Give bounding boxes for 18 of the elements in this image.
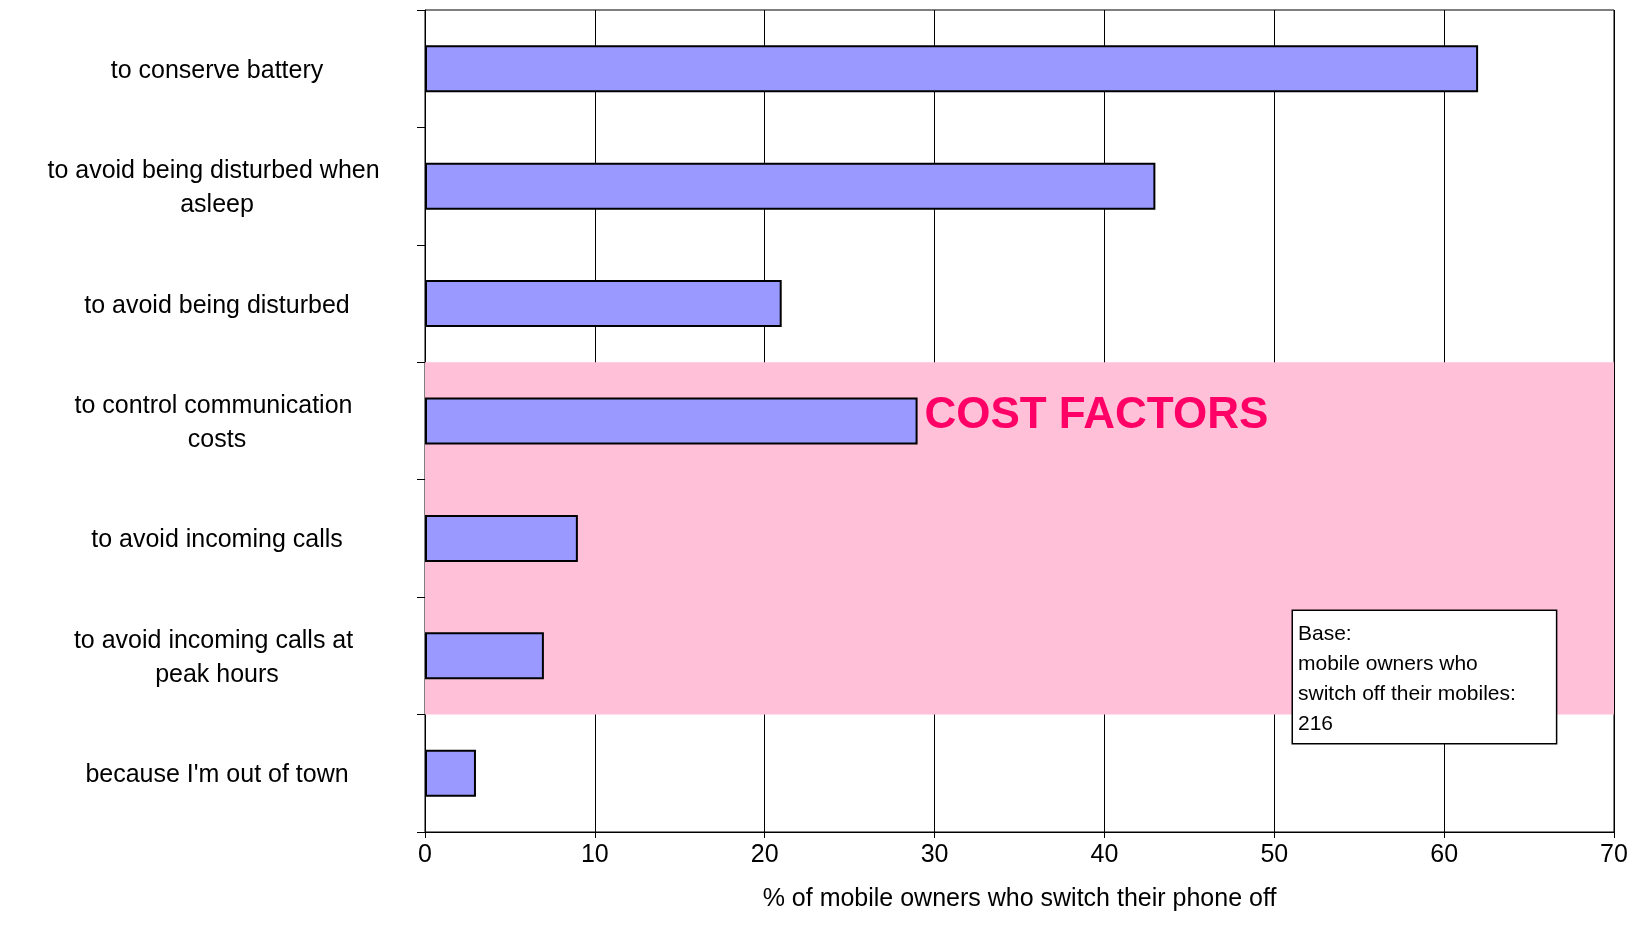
x-tick-label: 20	[750, 838, 779, 867]
annotation: Base: mobile owners who switch off their mobiles: 216	[1298, 620, 1516, 734]
x-tick-label: 70	[1600, 838, 1628, 867]
band-label: COST FACTORS	[924, 387, 1269, 437]
x-tick-label: 0	[418, 838, 432, 867]
x-axis-title: % of mobile owners who switch their phone off	[762, 882, 1277, 911]
x-tick-label: 50	[1260, 838, 1289, 867]
x-tick-label: 10	[580, 838, 609, 867]
y-tick-label: to avoid being disturbed when asleep	[47, 155, 387, 218]
x-tick-label: 40	[1090, 838, 1119, 867]
x-tick-label: 60	[1430, 838, 1459, 867]
x-tick-label: 30	[920, 838, 949, 867]
y-tick-label: to control communication costs	[74, 390, 360, 452]
y-tick-label: to avoid being disturbed	[84, 289, 350, 318]
y-tick-label: to conserve battery	[110, 54, 324, 83]
y-tick-label: to avoid incoming calls at peak hours	[73, 624, 361, 687]
y-tick-label: to avoid incoming calls	[91, 524, 343, 553]
y-tick-label: because I'm out of town	[85, 759, 349, 788]
